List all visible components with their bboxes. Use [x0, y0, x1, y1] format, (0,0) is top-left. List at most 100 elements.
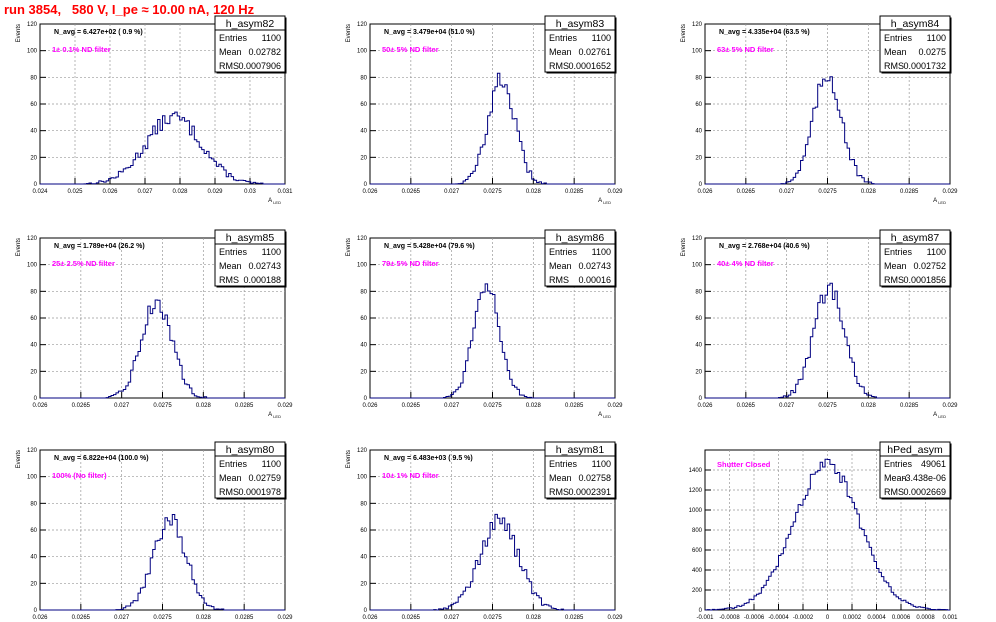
stats-value: 0.0001732 [903, 61, 946, 71]
stats-value: 0.02782 [248, 47, 281, 57]
stats-key: Entries [884, 459, 913, 469]
y-tick-label: 40 [360, 129, 367, 135]
x-tick-label: -0.0006 [744, 615, 765, 621]
x-tick-label: 0.027 [114, 403, 130, 409]
y-axis-label: Events [16, 238, 22, 256]
stats-value: 1100 [592, 459, 611, 469]
stats-value: 1100 [592, 247, 611, 257]
x-tick-label: 0.027 [444, 403, 460, 409]
stats-title: h_asym81 [556, 444, 605, 456]
x-tick-label: 0.029 [607, 403, 623, 409]
navg-label: N_avg = 3.479e+04 (51.0 %) [384, 29, 475, 36]
y-tick-label: 20 [360, 155, 367, 161]
y-tick-label: 0 [34, 182, 38, 188]
y-tick-label: 80 [30, 501, 37, 507]
y-tick-label: 100 [692, 263, 703, 269]
x-tick-label: 0.028 [861, 189, 877, 195]
stats-key: RMS [219, 487, 239, 497]
y-tick-label: 60 [360, 316, 367, 322]
x-tick-label: 0.026 [697, 403, 713, 409]
filter-label: Shutter Closed [717, 460, 771, 469]
y-tick-label: 80 [30, 289, 37, 295]
x-tick-label: 0.031 [277, 189, 293, 195]
y-tick-label: 0 [364, 396, 368, 402]
stats-value: 0.0007906 [238, 61, 281, 71]
x-tick-label: 0.0275 [483, 615, 502, 621]
stats-box [544, 441, 616, 499]
y-tick-label: 0 [699, 396, 703, 402]
x-tick-label: 0.026 [697, 189, 713, 195]
stats-key: Entries [884, 33, 913, 43]
y-tick-label: 800 [692, 528, 703, 534]
filter-label: 63± 5% ND filter [717, 45, 774, 54]
x-tick-label: 0.026 [32, 403, 48, 409]
filter-label: 40± 4% ND filter [717, 259, 774, 268]
y-tick-label: 80 [360, 289, 367, 295]
y-tick-label: 120 [692, 22, 703, 28]
y-axis-label: Events [681, 24, 687, 42]
y-axis-label: Events [681, 238, 687, 256]
x-tick-label: 0.0285 [235, 615, 254, 621]
x-tick-label: 0.026 [362, 615, 378, 621]
stats-key: RMS [549, 61, 569, 71]
y-tick-label: 60 [30, 316, 37, 322]
filter-label: 79± 5% ND filter [382, 259, 439, 268]
x-tick-label: 0.027 [114, 615, 130, 621]
stats-value: 0.0001978 [238, 487, 281, 497]
x-tick-label: 0.0285 [235, 403, 254, 409]
x-tick-label: 0.0008 [916, 615, 935, 621]
y-tick-label: 0 [699, 608, 703, 614]
x-tick-label: 0.029 [607, 615, 623, 621]
y-tick-label: 120 [357, 448, 368, 454]
stats-value: 0.02761 [578, 47, 611, 57]
y-tick-label: 40 [30, 129, 37, 135]
x-tick-label: 0.029 [277, 403, 293, 409]
x-tick-label: -0.0002 [793, 615, 814, 621]
x-tick-label: 0.0275 [818, 189, 837, 195]
stats-key: Mean [219, 473, 242, 483]
y-tick-label: 100 [692, 49, 703, 55]
y-tick-label: 20 [30, 581, 37, 587]
x-tick-label: 0.029 [277, 615, 293, 621]
stats-value: 0.0002391 [568, 487, 611, 497]
stats-value: 0.0001652 [568, 61, 611, 71]
x-tick-label: 0.0285 [900, 403, 919, 409]
navg-label: N_avg = 5.428e+04 (79.6 %) [384, 243, 475, 250]
y-tick-label: 100 [27, 49, 38, 55]
x-tick-label: -0.0008 [719, 615, 740, 621]
y-tick-label: 0 [364, 182, 368, 188]
x-tick-label: 0.029 [207, 189, 223, 195]
stats-value: 0.02752 [913, 261, 946, 271]
y-tick-label: 400 [692, 568, 703, 574]
stats-title: h_asym86 [556, 232, 605, 244]
histogram-h_asym81: 0 20 40 60 80 100 120 0.026 0.0265 0.027 0.0275 0.0… [346, 441, 623, 621]
y-tick-label: 60 [695, 102, 702, 108]
x-tick-label: 0.0006 [892, 615, 911, 621]
y-tick-label: 60 [695, 316, 702, 322]
x-tick-label: 0.028 [196, 615, 212, 621]
y-tick-label: 20 [695, 369, 702, 375]
stats-box [214, 229, 286, 287]
y-tick-label: 20 [30, 369, 37, 375]
stats-box [214, 15, 286, 73]
x-tick-label: 0.027 [779, 189, 795, 195]
stats-value: 0.02758 [578, 473, 611, 483]
y-tick-label: 80 [695, 75, 702, 81]
x-tick-label: 0.0265 [402, 403, 421, 409]
stats-title: hPed_asym [887, 444, 943, 456]
stats-box [879, 441, 951, 499]
histogram-line [705, 282, 950, 399]
y-tick-label: 100 [27, 263, 38, 269]
histogram-h_asym87: 0 20 40 60 80 100 120 0.026 0.0265 0.027 0.0275 0.0… [681, 229, 958, 419]
stats-value: 1100 [262, 33, 281, 43]
x-tick-label: 0.0285 [565, 615, 584, 621]
x-tick-label: 0.029 [942, 403, 958, 409]
x-axis-label: A LED [933, 198, 946, 205]
stats-title: h_asym82 [226, 18, 275, 30]
stats-value: 1100 [592, 33, 611, 43]
y-tick-label: 120 [27, 236, 38, 242]
stats-value: 0.0001856 [903, 275, 946, 285]
stats-key: Entries [219, 33, 248, 43]
histogram-h_asym84: 0 20 40 60 80 100 120 0.026 0.0265 0.027 0.0275 0.0… [681, 15, 958, 205]
x-tick-label: 0.028 [861, 403, 877, 409]
